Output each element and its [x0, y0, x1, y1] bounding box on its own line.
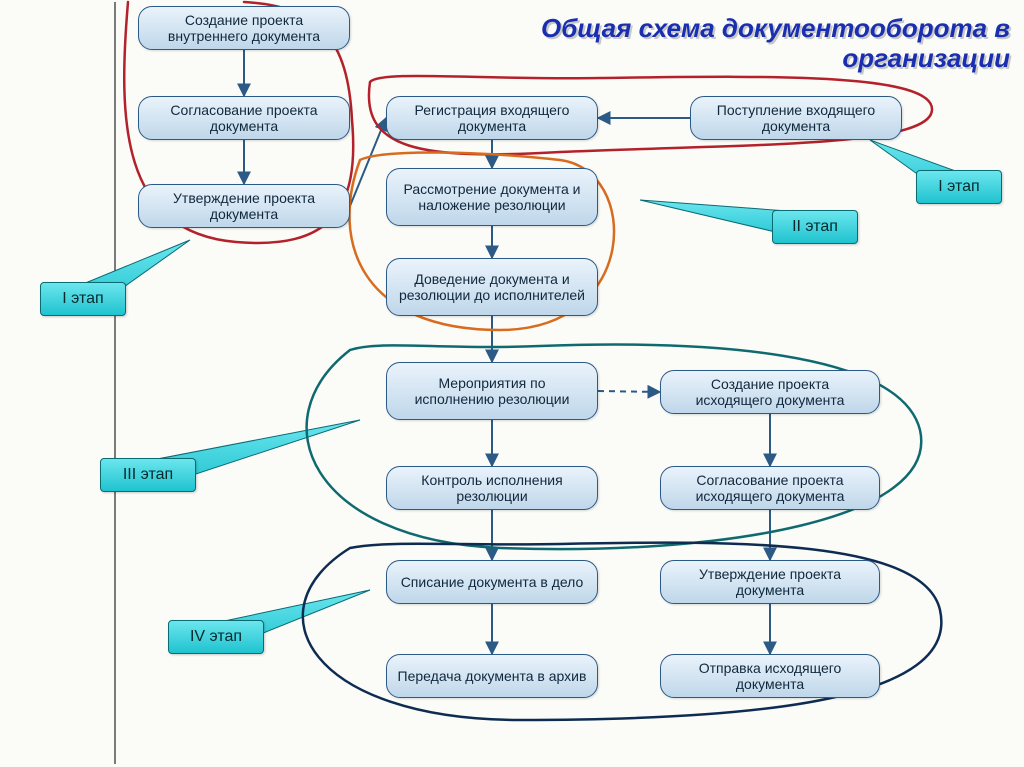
flow-node-n12: Списание документа в дело: [386, 560, 598, 604]
flow-node-n2: Согласование проекта документа: [138, 96, 350, 140]
left-separator: [114, 2, 116, 764]
flow-node-n1: Создание проекта внутреннего документа: [138, 6, 350, 50]
edge-n3-n4: [350, 118, 386, 206]
flow-node-n5: Поступление входящего документа: [690, 96, 902, 140]
flow-node-n11: Согласование проекта исходящего документ…: [660, 466, 880, 510]
flow-node-n10: Контроль исполнения резолюции: [386, 466, 598, 510]
stage-label-s1: I этап: [40, 282, 126, 316]
stage-label-s4: III этап: [100, 458, 196, 492]
flow-node-n7: Доведение документа и резолюции до испол…: [386, 258, 598, 316]
flow-node-n14: Передача документа в архив: [386, 654, 598, 698]
stage-label-s3: II этап: [772, 210, 858, 244]
edge-n8-n9: [598, 391, 660, 392]
flow-node-n3: Утверждение проекта документа: [138, 184, 350, 228]
stage-label-s2: I этап: [916, 170, 1002, 204]
stage-label-s5: IV этап: [168, 620, 264, 654]
flow-node-n8: Мероприятия по исполнению резолюции: [386, 362, 598, 420]
diagram-canvas: { "title": { "text": "Общая схема докуме…: [0, 0, 1024, 767]
flow-node-n13: Утверждение проекта документа: [660, 560, 880, 604]
flow-node-n15: Отправка исходящего документа: [660, 654, 880, 698]
diagram-title: Общая схема документооборота в организац…: [470, 14, 1010, 74]
flow-node-n6: Рассмотрение документа и наложение резол…: [386, 168, 598, 226]
flow-node-n4: Регистрация входящего документа: [386, 96, 598, 140]
flow-node-n9: Создание проекта исходящего документа: [660, 370, 880, 414]
